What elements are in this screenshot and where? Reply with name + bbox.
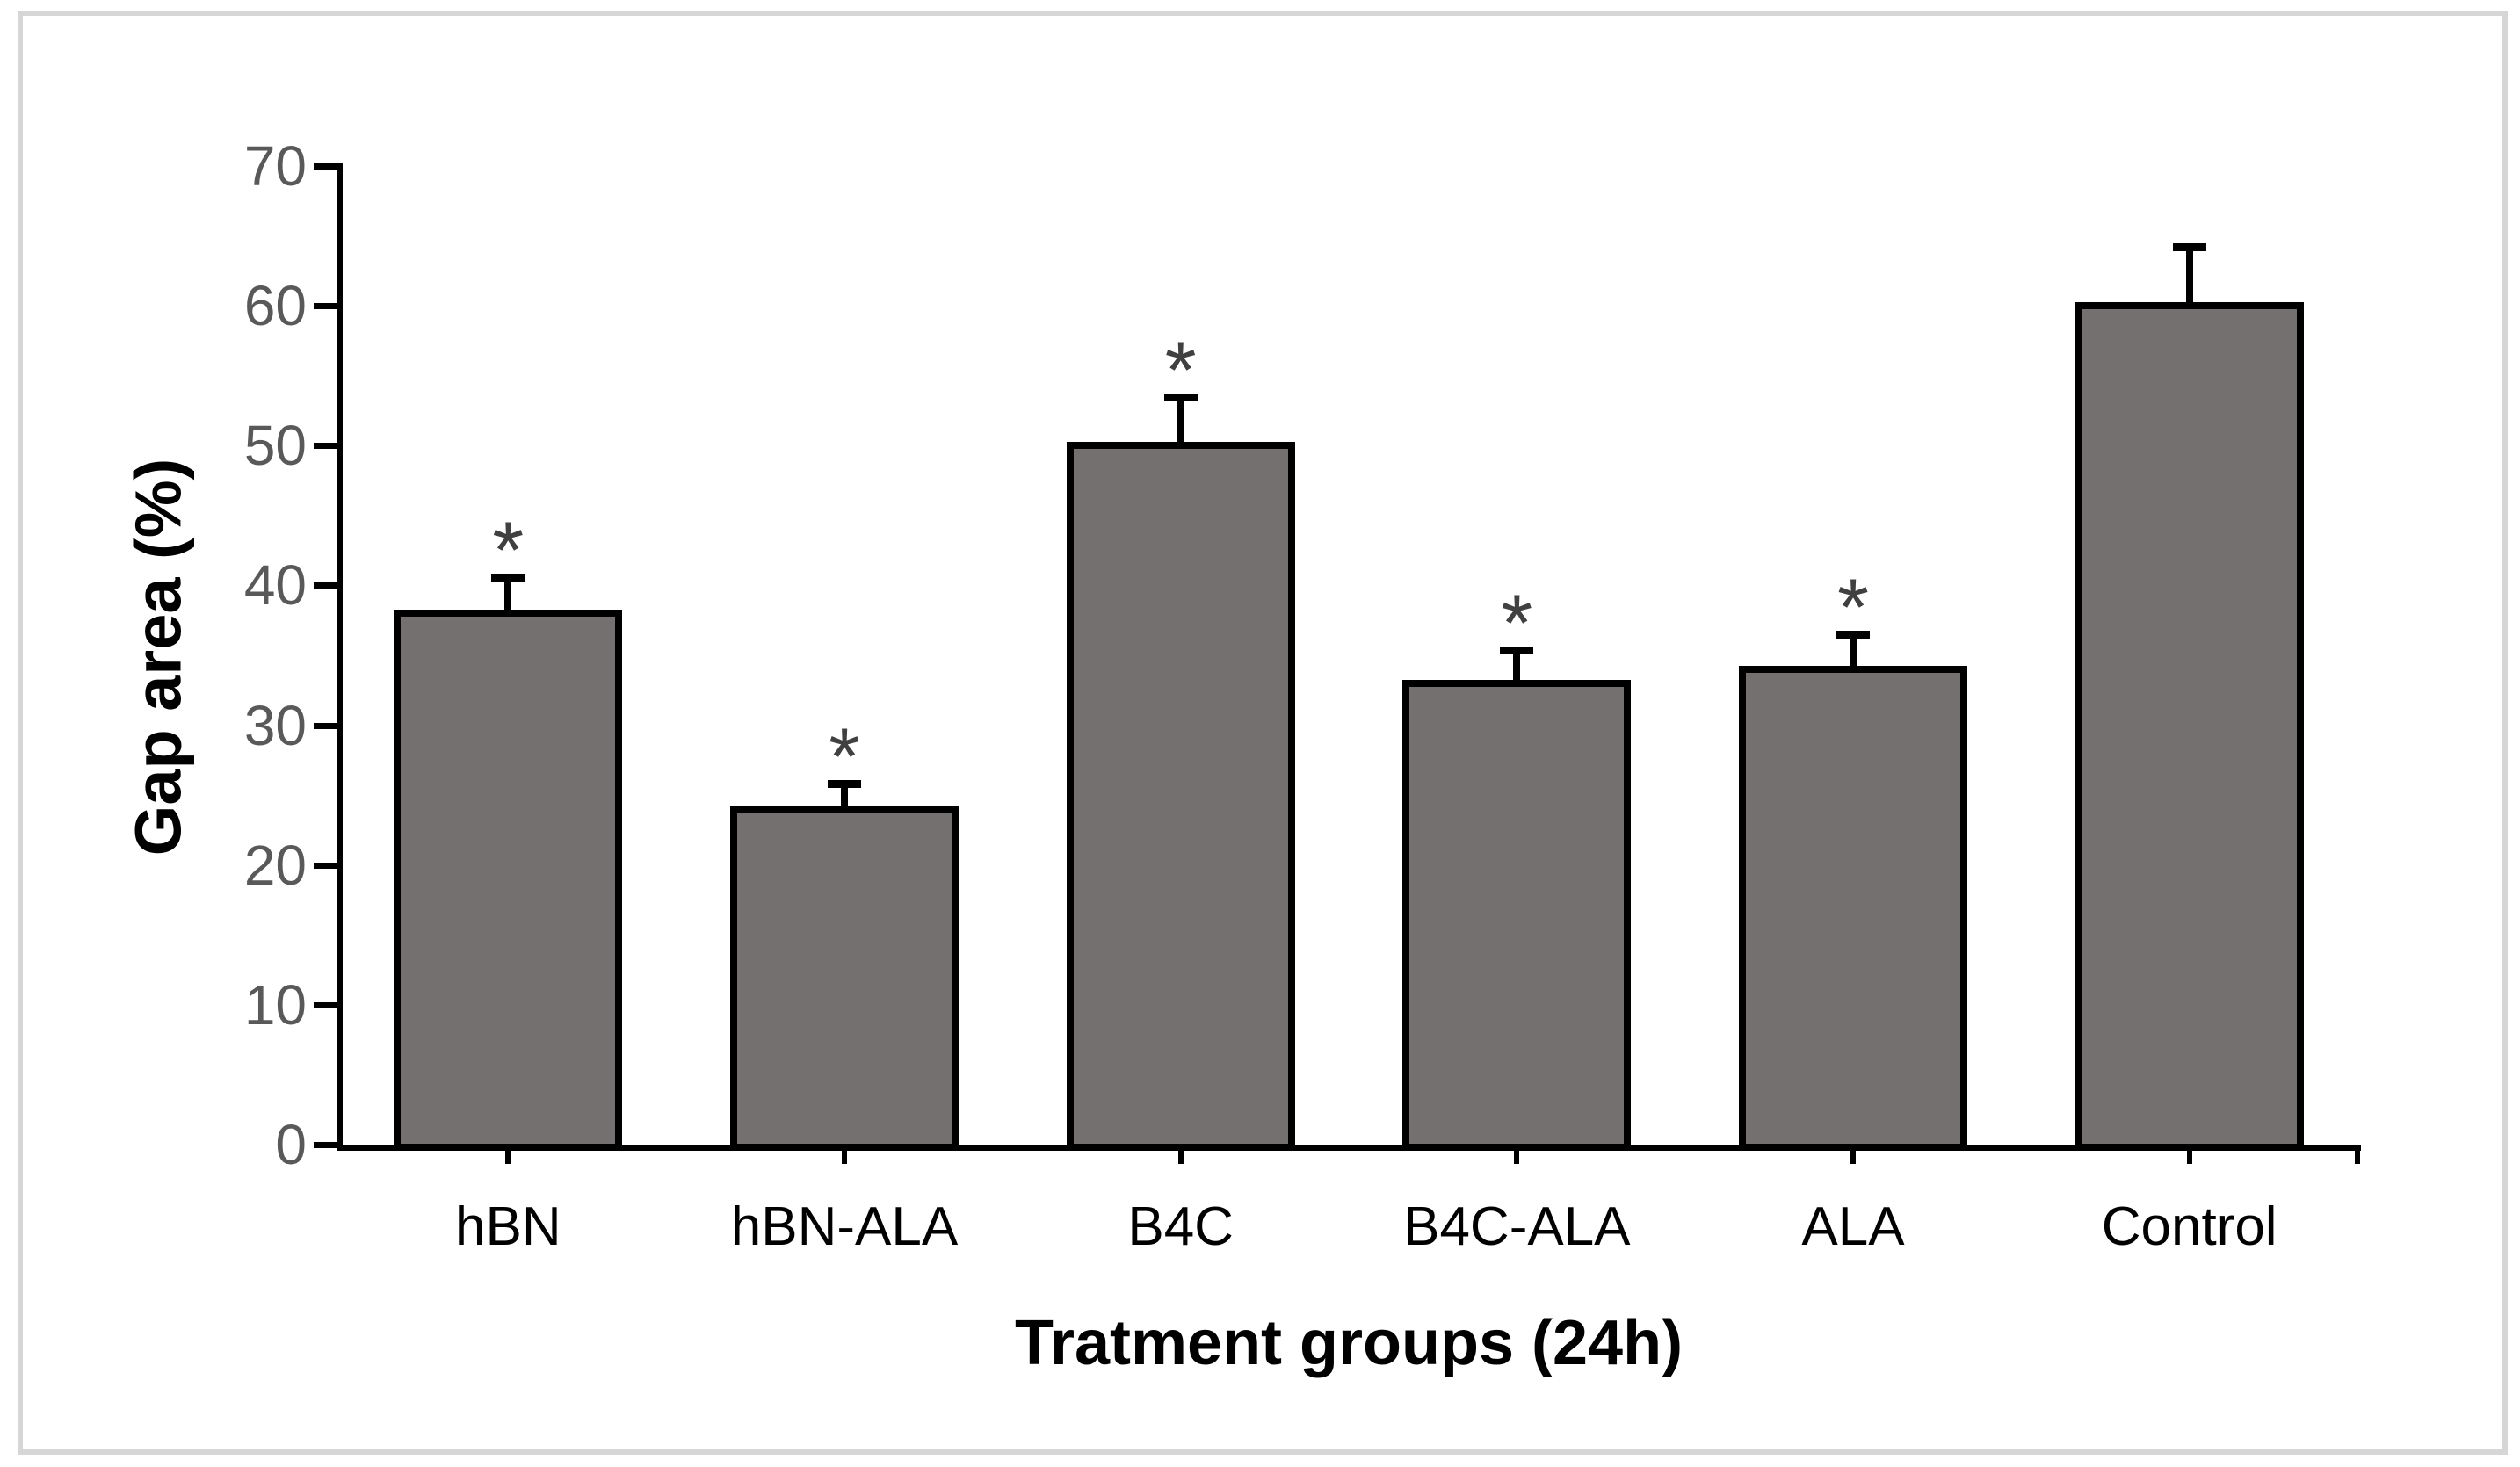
category-label-hBN-ALA: hBN-ALA xyxy=(730,1196,959,1257)
y-tick-label: 10 xyxy=(243,972,307,1037)
y-axis-line xyxy=(337,163,343,1151)
category-tick xyxy=(505,1145,511,1164)
category-tick xyxy=(842,1145,847,1164)
y-tick-label: 70 xyxy=(243,134,307,198)
error-bar-line xyxy=(2185,243,2193,303)
error-bar-cap xyxy=(2172,243,2206,252)
category-tick xyxy=(1850,1145,1856,1164)
x-axis-line xyxy=(337,1145,2361,1151)
error-bar-cap xyxy=(828,780,861,789)
bar-B4C xyxy=(1066,442,1295,1151)
error-bar-cap xyxy=(1836,631,1870,640)
y-axis-tick xyxy=(314,443,337,450)
y-tick-label: 20 xyxy=(243,833,307,897)
category-tick xyxy=(2186,1145,2192,1164)
significance-asterisk: * xyxy=(1837,563,1869,654)
category-label-hBN: hBN xyxy=(455,1196,561,1257)
y-axis-title: Gap area (%) xyxy=(121,458,195,856)
x-axis-end-tick xyxy=(2355,1145,2360,1164)
category-label-B4C-ALA: B4C-ALA xyxy=(1403,1196,1631,1257)
x-axis-title: Tratment groups (24h) xyxy=(1014,1308,1684,1378)
bar-hBN-ALA xyxy=(730,806,959,1151)
error-bar-line xyxy=(1513,646,1521,680)
bar-ALA xyxy=(1739,665,1967,1151)
bar-hBN xyxy=(394,610,623,1151)
category-tick xyxy=(1514,1145,1520,1164)
significance-asterisk: * xyxy=(829,712,860,803)
error-bar-line xyxy=(504,573,512,611)
y-tick-label: 60 xyxy=(243,274,307,338)
y-axis-tick xyxy=(314,582,337,589)
y-axis-tick xyxy=(314,722,337,729)
error-bar-cap xyxy=(1500,646,1534,654)
bar-Control xyxy=(2075,302,2304,1151)
y-tick-label: 30 xyxy=(243,693,307,757)
error-bar-cap xyxy=(1163,393,1198,401)
category-label-Control: Control xyxy=(2101,1196,2277,1257)
significance-asterisk: * xyxy=(492,505,525,596)
category-label-ALA: ALA xyxy=(1801,1196,1905,1257)
figure-frame xyxy=(18,11,2508,1455)
y-axis-tick xyxy=(314,862,337,869)
category-label-B4C: B4C xyxy=(1127,1196,1234,1257)
error-bar-line xyxy=(1850,631,1857,666)
y-tick-label: 0 xyxy=(275,1113,307,1176)
y-axis-tick xyxy=(314,1142,337,1148)
y-tick-label: 40 xyxy=(243,553,307,618)
y-axis-tick xyxy=(314,1001,337,1008)
y-axis-tick xyxy=(314,163,337,170)
y-axis-tick xyxy=(314,303,337,310)
significance-asterisk: * xyxy=(1164,325,1197,416)
significance-asterisk: * xyxy=(1501,578,1533,668)
category-tick xyxy=(1177,1145,1184,1164)
error-bar-cap xyxy=(491,573,525,582)
bar-B4C-ALA xyxy=(1402,679,1632,1151)
error-bar-line xyxy=(1177,393,1184,443)
error-bar-line xyxy=(841,780,848,806)
y-tick-label: 50 xyxy=(243,414,307,478)
